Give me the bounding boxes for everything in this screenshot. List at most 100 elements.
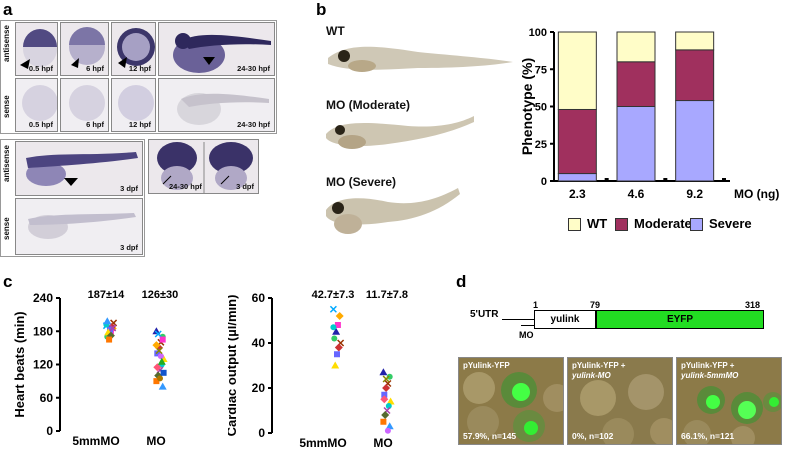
bar-moderate <box>675 49 715 102</box>
panel-a-grid-top <box>0 20 277 134</box>
data-point <box>157 375 163 382</box>
stat-annotation: 11.7±7.8 <box>366 289 408 301</box>
data-point <box>381 411 390 419</box>
ish-tile: 24-30 hpf <box>158 22 275 76</box>
mo-line <box>521 325 535 326</box>
data-point <box>157 353 164 360</box>
row-label-sense-2: sense <box>2 217 11 240</box>
bar-wt <box>675 31 715 51</box>
data-point <box>382 384 391 392</box>
x-axis-label: MO (ng) <box>734 187 779 201</box>
data-point <box>154 371 163 380</box>
data-point <box>106 331 115 340</box>
bar-wt <box>557 31 597 110</box>
fluorescence-image: pYulink-YFP + yulink-5mmMO 66.1%, n=121 <box>676 357 782 445</box>
ish-tile: 12 hpf <box>111 78 156 132</box>
data-point <box>159 336 166 343</box>
x-tick-label: 5mmMO <box>299 436 346 450</box>
fish-severe-image <box>326 188 460 234</box>
bar-moderate <box>616 61 656 107</box>
stat-annotation: 42.7±7.3 <box>312 289 355 301</box>
eyfp-block: EYFP <box>596 310 764 329</box>
y-tick-label: 60 <box>252 291 266 305</box>
bar-moderate <box>557 108 597 175</box>
x-tick <box>663 178 668 182</box>
data-point <box>381 391 388 398</box>
data-point <box>334 343 343 352</box>
phenotype-bar-chart: 0 25 50 75 100 2.3 4.6 9.2 MO (ng) Phenotype (%) <box>520 27 779 201</box>
pos-318: 318 <box>745 300 761 310</box>
fluorescence-image: pYulink-YFP + yulink-MO 0%, n=102 <box>567 357 673 445</box>
cardiac-output-scatter: 0 20 40 60 Cardiac output (µl/min) 5mmMO 42.7±… <box>228 289 408 450</box>
utr-line <box>502 319 534 320</box>
x-tick <box>604 178 609 182</box>
y-axis-label: Heart beats (min) <box>12 311 27 417</box>
x-tick <box>722 178 726 182</box>
data-point <box>154 330 162 338</box>
bar-wt <box>616 31 656 63</box>
ish-tile: 0.5 hpf <box>15 78 58 132</box>
legend-swatch-moderate <box>615 218 628 231</box>
fluorescence-image: pYulink-YFP 57.9%, n=145 <box>458 357 564 445</box>
data-point <box>153 378 160 385</box>
ish-tile: 3 dpf <box>15 141 143 196</box>
legend-label-wt: WT <box>587 216 608 231</box>
ish-tile: 6 hpf <box>60 22 109 76</box>
data-point <box>153 363 162 372</box>
data-point <box>379 368 388 376</box>
data-point <box>385 422 394 430</box>
data-point <box>335 312 344 320</box>
x-tick-label: 9.2 <box>686 187 703 201</box>
data-point <box>331 335 338 342</box>
ish-tile: 0.5 hpf <box>15 22 58 76</box>
stat-annotation: 126±30 <box>142 289 179 301</box>
y-tick-label: 60 <box>40 391 54 405</box>
x-tick-label: 4.6 <box>628 187 645 201</box>
mo-label: MO <box>519 330 534 340</box>
row-label-antisense: antisense <box>2 25 11 62</box>
ish-tile: 24-30 hpf <box>158 78 275 132</box>
data-point <box>386 397 395 405</box>
panel-label-c: c <box>3 272 13 291</box>
y-tick-label: 0 <box>541 176 547 188</box>
row-label-sense: sense <box>2 95 11 118</box>
y-tick-label: 25 <box>535 139 547 151</box>
panel-a-grid-bottom <box>0 139 145 257</box>
legend-swatch-severe <box>690 218 703 231</box>
legend-swatch-wt <box>568 218 581 231</box>
data-point <box>385 403 392 409</box>
data-point <box>386 373 393 380</box>
ish-tile: 6 hpf <box>60 78 109 132</box>
fish-label-wt: WT <box>326 24 345 38</box>
data-point <box>331 361 340 369</box>
data-point <box>382 375 390 383</box>
data-point <box>155 347 163 355</box>
panel-label-a: a <box>3 0 13 19</box>
data-point <box>152 341 161 350</box>
y-tick-label: 0 <box>258 426 265 440</box>
y-tick-label: 100 <box>529 27 547 39</box>
x-tick-label: MO <box>373 436 392 450</box>
data-point <box>109 324 117 332</box>
bar-severe <box>675 100 715 182</box>
data-point <box>157 357 166 365</box>
data-point <box>160 369 167 376</box>
data-point <box>329 305 337 313</box>
data-point <box>380 395 389 404</box>
data-point <box>330 324 337 331</box>
fish-wt-image <box>328 46 513 72</box>
pos-1: 1 <box>533 300 539 310</box>
y-tick-label: 180 <box>33 324 53 338</box>
data-point <box>332 327 341 335</box>
y-tick-label: 40 <box>252 336 266 350</box>
ish-tile: 3 dpf <box>15 198 143 255</box>
ish-tile: 12 hpf <box>111 22 156 76</box>
legend-label-moderate: Moderate <box>634 216 692 231</box>
y-tick-label: 0 <box>46 424 53 438</box>
stat-annotation: 187±14 <box>88 289 126 301</box>
y-tick-label: 50 <box>535 102 547 114</box>
fish-label-moderate: MO (Moderate) <box>326 98 410 112</box>
y-tick-label: 120 <box>33 358 53 372</box>
legend-label-severe: Severe <box>709 216 752 231</box>
heart-beats-scatter: 0 60 120 180 240 Heart beats (min) 5mmMO 187±14… <box>12 289 179 448</box>
